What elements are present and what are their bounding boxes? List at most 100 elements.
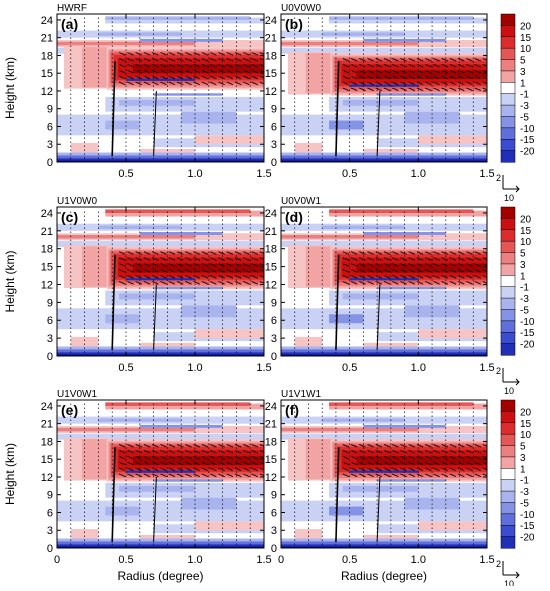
colorbar-tick-label: 1 [520,464,526,475]
wind-vector [118,69,126,74]
wind-vector [466,263,473,267]
wind-vector [433,449,440,454]
wind-vector [342,69,350,74]
wind-vector [425,269,432,273]
wind-vector [234,257,242,261]
wind-vector [127,455,134,460]
x-tick-label: 0.5 [342,362,357,374]
wind-vector [160,81,167,86]
y-tick-label: 15 [265,68,277,80]
wind-vector [127,449,134,454]
colorbar-swatch [500,252,516,265]
wind-vector [367,461,374,466]
wind-vector [168,52,176,56]
wind-vector [185,63,192,68]
wind-vector [466,81,473,86]
colorbar-tick-label: 1 [520,271,526,282]
wind-vector [367,81,374,86]
x-tick-label: 1.5 [256,554,271,566]
wind-vector [457,467,465,472]
wind-vector [251,443,258,448]
wind-vector [226,81,234,86]
contour-band [70,529,99,540]
colorbar-swatch [500,309,516,322]
wind-vector [118,57,126,62]
wind-vector [408,269,416,273]
wind-vector [441,269,449,273]
wind-vector [210,449,217,454]
wind-vector [160,473,167,478]
y-tick-label: 6 [271,507,277,519]
wind-vector [342,443,350,448]
wind-vector [193,263,201,267]
colorbar-tick-label: 10 [520,430,532,441]
wind-vector [482,455,487,459]
colorbar-tick-label: -3 [520,487,529,498]
wind-vector [342,57,350,62]
colorbar-swatch [500,343,516,356]
wind-vector [441,57,449,62]
panel-label: (d) [285,209,303,225]
wind-vector [185,69,192,74]
wind-vector [127,275,134,279]
wind-vector [143,57,151,62]
wind-vector [408,443,416,448]
contour-band [126,78,195,81]
wind-vector [359,87,366,92]
colorbar-swatch [500,116,516,129]
y-axis-label: Height (km) [3,250,17,312]
wind-vector [466,275,473,279]
contour-band [57,41,195,46]
colorbar-tick-label: -1 [520,283,529,294]
wind-vector [383,275,391,279]
wind-vector [185,449,192,454]
wind-vector [185,281,192,285]
wind-vector [251,251,258,255]
wind-vector [210,443,217,448]
wind-vector [185,467,192,472]
y-tick-label: 12 [41,86,53,98]
wind-vector [383,257,391,261]
wind-vector [193,81,201,86]
contour-band [153,479,223,482]
axes-frame [280,206,488,357]
wind-vector [143,81,151,86]
wind-vector [433,281,440,285]
wind-vector [127,473,134,478]
wind-vector [251,81,258,86]
wind-vector [251,52,258,56]
y-tick-label: 18 [265,436,277,448]
contour-band [329,209,474,213]
wind-vector [168,455,176,460]
wind-vector [408,81,416,86]
wind-vector [416,269,424,273]
wind-vector [400,275,407,279]
x-axis-label: Radius (degree) [341,569,427,583]
wind-vector [168,257,176,261]
contour-band [342,99,419,106]
wind-vector [193,63,201,68]
wind-vector [449,263,457,267]
wind-vector [143,443,151,448]
wind-vector [210,467,217,472]
wind-vector [143,449,151,454]
x-tick-label: 1.0 [411,362,426,374]
wind-vector [457,443,465,448]
wind-vector [433,251,440,255]
wind-vector [342,449,350,454]
colorbar-swatch [500,399,516,412]
contour-band [119,99,195,106]
wind-vector [425,443,432,448]
contour-band [281,160,487,162]
wind-vector [251,269,258,273]
contour-band [105,210,264,217]
wind-vector [259,69,264,73]
wind-vector [193,467,201,472]
wind-vector [474,263,481,267]
wind-vector [127,69,134,74]
contour-band [356,70,487,80]
wind-vector [259,467,264,471]
wind-vector [367,443,374,448]
wind-vector [118,52,126,56]
